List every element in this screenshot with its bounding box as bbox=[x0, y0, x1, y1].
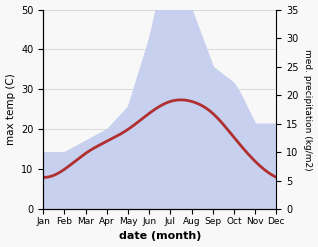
Y-axis label: med. precipitation (kg/m2): med. precipitation (kg/m2) bbox=[303, 49, 313, 170]
Y-axis label: max temp (C): max temp (C) bbox=[5, 74, 16, 145]
X-axis label: date (month): date (month) bbox=[119, 231, 201, 242]
